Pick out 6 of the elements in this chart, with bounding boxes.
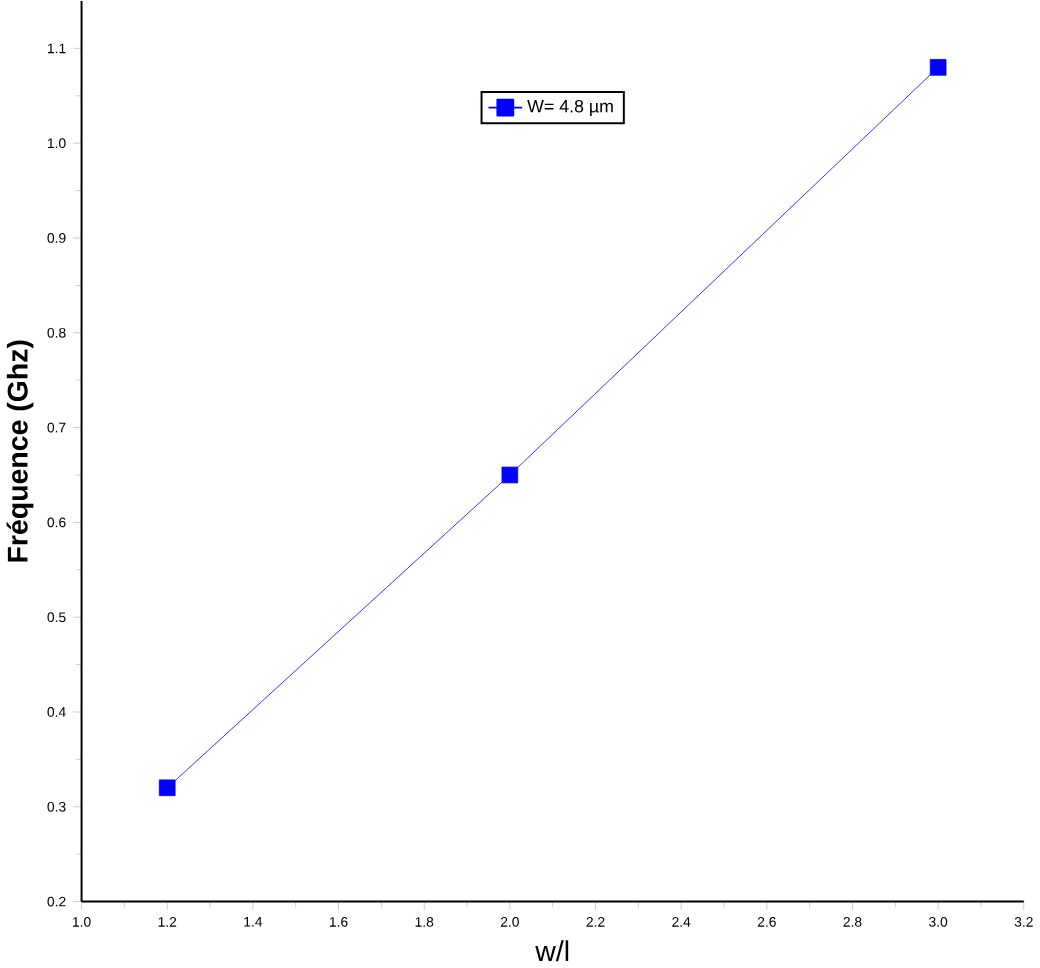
x-axis-title: w/l xyxy=(535,940,569,962)
y-axis-title: Fréquence (Ghz) xyxy=(6,340,34,562)
legend-label: W= 4.8 µm xyxy=(527,100,613,117)
point xyxy=(158,779,176,797)
point xyxy=(929,59,947,76)
point xyxy=(501,466,519,484)
